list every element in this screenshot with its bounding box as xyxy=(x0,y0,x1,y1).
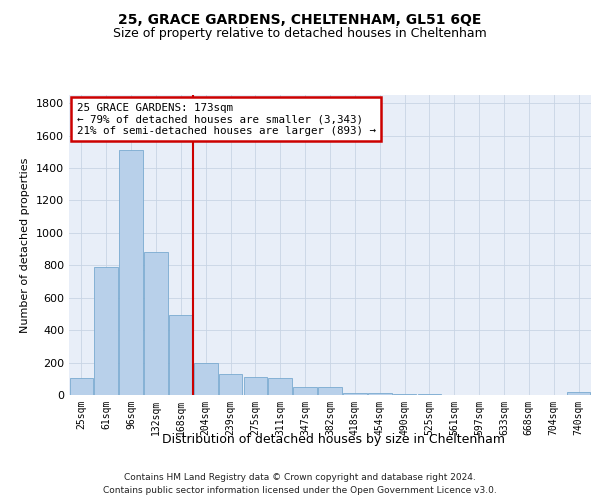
Bar xyxy=(119,150,143,395)
Text: 25 GRACE GARDENS: 173sqm
← 79% of detached houses are smaller (3,343)
21% of sem: 25 GRACE GARDENS: 173sqm ← 79% of detach… xyxy=(77,102,376,136)
Bar xyxy=(144,252,168,395)
Y-axis label: Number of detached properties: Number of detached properties xyxy=(20,158,31,332)
Text: 25, GRACE GARDENS, CHELTENHAM, GL51 6QE: 25, GRACE GARDENS, CHELTENHAM, GL51 6QE xyxy=(118,12,482,26)
Bar xyxy=(368,394,392,395)
Bar xyxy=(219,374,242,395)
Bar xyxy=(70,378,93,395)
Bar xyxy=(244,377,267,395)
Bar xyxy=(94,267,118,395)
Bar xyxy=(194,362,218,395)
Text: Distribution of detached houses by size in Cheltenham: Distribution of detached houses by size … xyxy=(161,432,505,446)
Bar xyxy=(343,394,367,395)
Bar xyxy=(293,387,317,395)
Bar xyxy=(567,392,590,395)
Bar xyxy=(268,378,292,395)
Bar xyxy=(169,314,193,395)
Bar xyxy=(418,394,441,395)
Bar xyxy=(393,394,416,395)
Text: Contains HM Land Registry data © Crown copyright and database right 2024.: Contains HM Land Registry data © Crown c… xyxy=(124,472,476,482)
Text: Contains public sector information licensed under the Open Government Licence v3: Contains public sector information licen… xyxy=(103,486,497,495)
Bar xyxy=(318,387,342,395)
Text: Size of property relative to detached houses in Cheltenham: Size of property relative to detached ho… xyxy=(113,28,487,40)
